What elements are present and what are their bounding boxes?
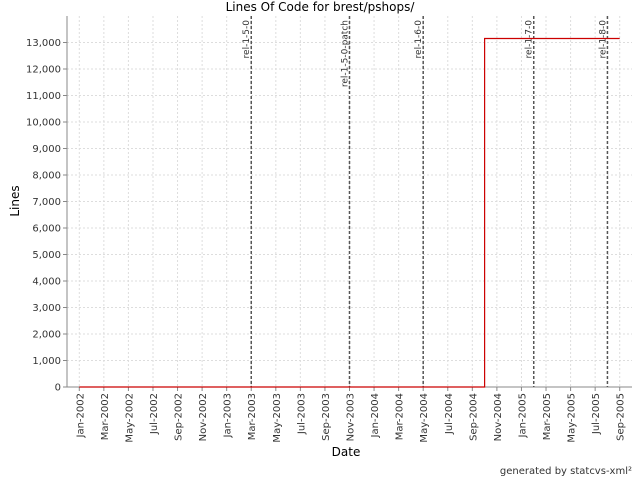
x-tick-label: Jul-2004 <box>444 393 455 435</box>
x-tick-label: Mar-2003 <box>247 393 258 440</box>
x-tick-label: Jul-2003 <box>296 393 307 435</box>
x-tick-label: May-2003 <box>272 393 283 443</box>
x-tick-label: Jul-2002 <box>149 393 160 435</box>
y-tick-label: 8,000 <box>32 171 61 182</box>
y-tick-label: 11,000 <box>26 91 61 102</box>
y-tick-label: 0 <box>55 383 61 394</box>
tag-label: rel-1-5-0 <box>242 20 252 59</box>
y-axis-title: Lines <box>8 185 22 216</box>
y-tick-label: 7,000 <box>32 197 61 208</box>
y-tick-label: 6,000 <box>32 224 61 235</box>
x-tick-label: May-2005 <box>567 393 578 443</box>
y-tick-label: 10,000 <box>26 118 61 129</box>
x-tick-label: Sep-2002 <box>174 393 185 441</box>
x-tick-label: May-2004 <box>419 393 430 443</box>
x-tick-label: Jan-2002 <box>75 393 86 438</box>
x-tick-label: Jan-2005 <box>517 393 528 438</box>
x-tick-label: May-2002 <box>124 393 135 443</box>
x-tick-label: Jan-2003 <box>223 393 234 438</box>
x-tick-label: Sep-2004 <box>468 393 479 441</box>
x-tick-label: Nov-2002 <box>198 393 209 441</box>
x-tick-label: Mar-2002 <box>100 393 111 440</box>
tag-label: rel-1-5-0-patch <box>341 20 351 87</box>
x-tick-label: Jul-2005 <box>591 393 602 435</box>
x-tick-label: Mar-2005 <box>542 393 553 440</box>
x-axis-title: Date <box>332 445 361 459</box>
x-tick-label: Sep-2005 <box>616 393 627 441</box>
chart-title: Lines Of Code for brest/pshops/ <box>226 0 416 14</box>
x-tick-label: Sep-2003 <box>321 393 332 441</box>
y-tick-label: 12,000 <box>26 65 61 76</box>
y-tick-label: 4,000 <box>32 277 61 288</box>
data-line <box>79 37 620 388</box>
x-tick-label: Mar-2004 <box>395 393 406 440</box>
y-tick-label: 1,000 <box>32 356 61 367</box>
y-tick-label: 3,000 <box>32 303 61 314</box>
x-tick-label: Jan-2004 <box>370 393 381 438</box>
y-tick-label: 2,000 <box>32 330 61 341</box>
x-tick-label: Nov-2003 <box>346 393 357 441</box>
y-tick-label: 13,000 <box>26 38 61 49</box>
x-tick-label: Nov-2004 <box>493 393 504 441</box>
tag-label: rel-1-6-0 <box>414 20 424 59</box>
footer: generated by statcvs-xml² <box>500 466 632 477</box>
y-tick-label: 9,000 <box>32 144 61 155</box>
y-tick-label: 5,000 <box>32 250 61 261</box>
